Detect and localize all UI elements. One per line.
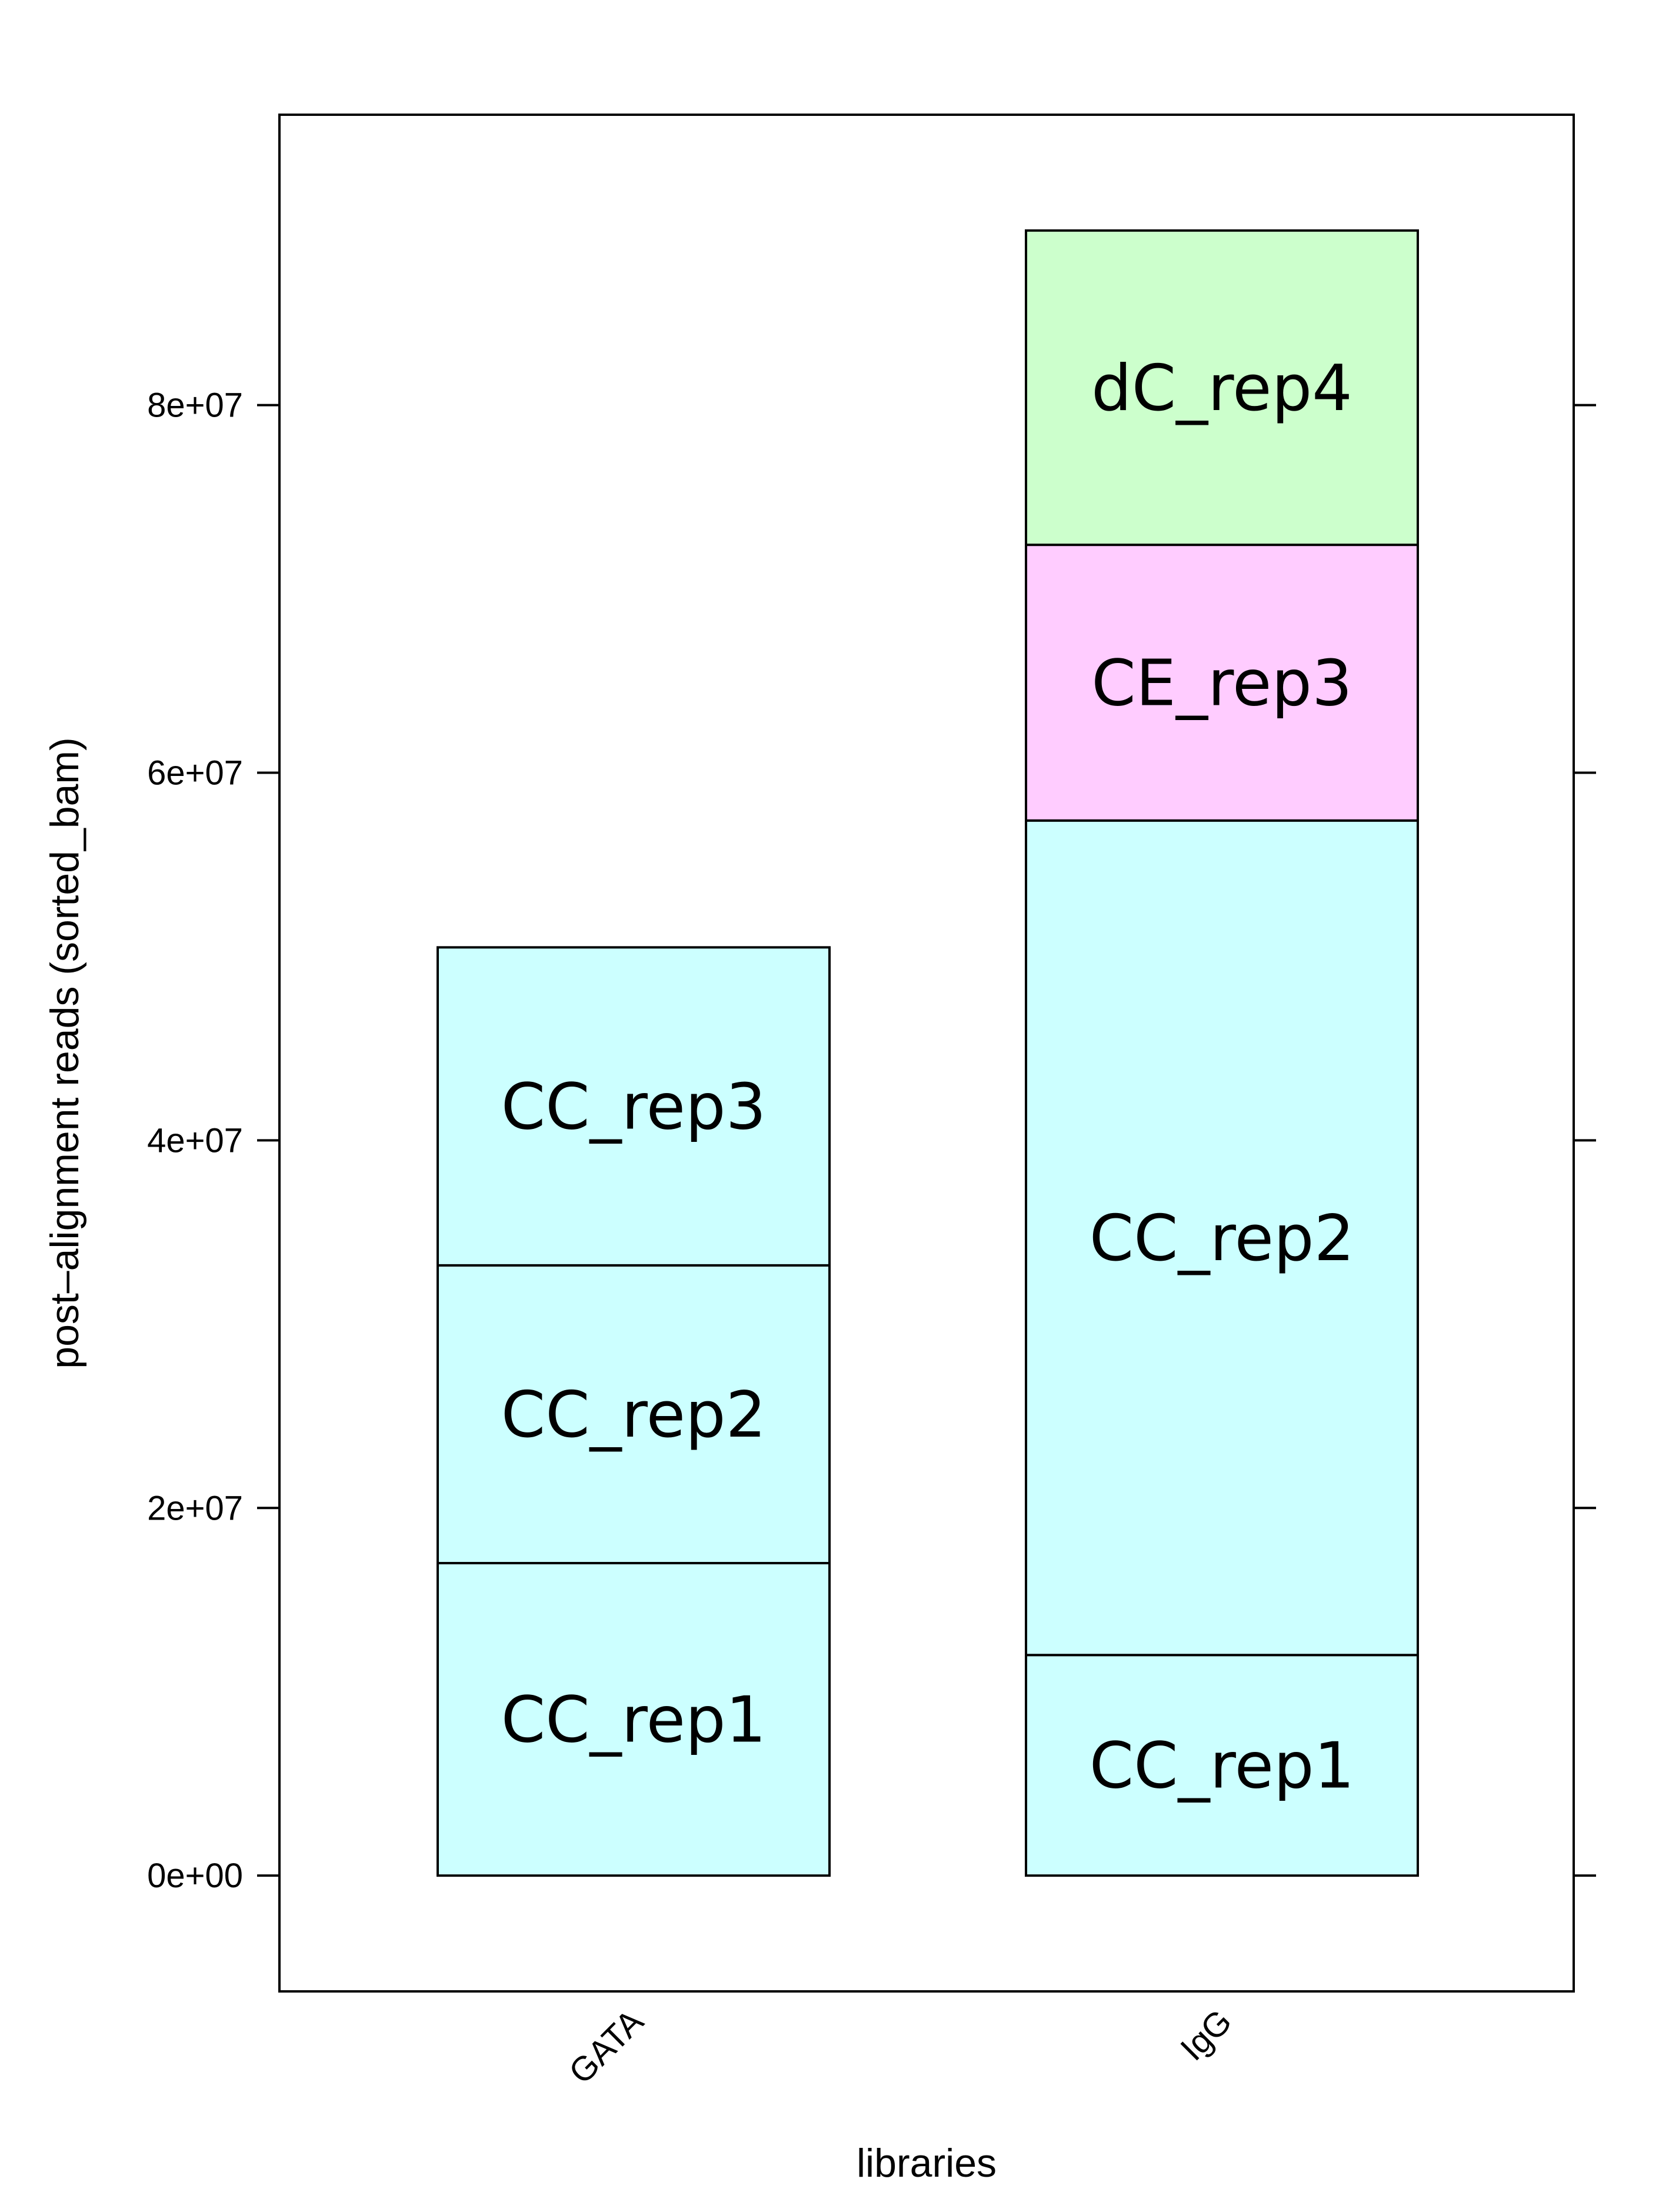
bar-segment-cc-rep2: [437, 1264, 831, 1565]
bar-segment-ce-rep3: [1025, 544, 1419, 822]
y-tick-label: 8e+07: [147, 387, 243, 425]
x-tick-label: IgG: [1173, 2002, 1239, 2068]
x-tick-label: GATA: [562, 2002, 651, 2091]
bar-stack-igg: CC_rep1 CC_rep2 CE_rep3 dC_rep4: [1025, 229, 1419, 1877]
y-axis-label: post–alignment reads (sorted_bam): [42, 737, 87, 1368]
segment-label: CC_rep3: [501, 1071, 767, 1144]
x-axis-label: libraries: [857, 2141, 997, 2186]
segment-label: CC_rep1: [1090, 1730, 1355, 1803]
y-axis-ticks: 0e+00 2e+07 4e+07 6e+07 8e+07: [147, 387, 1596, 1895]
segment-label: CC_rep2: [1090, 1202, 1355, 1275]
y-tick-label: 6e+07: [147, 754, 243, 792]
x-axis-tick-labels: GATA IgG: [562, 2002, 1240, 2091]
segment-label: dC_rep4: [1091, 352, 1352, 425]
segment-label: CC_rep2: [501, 1378, 767, 1452]
bar-segment-cc-rep1: [437, 1562, 831, 1877]
plot-frame: [278, 114, 1575, 1993]
y-tick-label: 4e+07: [147, 1121, 243, 1160]
bar-segment-cc-rep2: [1025, 819, 1419, 1657]
bars: CC_rep1 CC_rep2 CC_rep3 CC_rep1 CC_rep2 CE_re…: [437, 229, 1419, 1877]
y-tick-label: 2e+07: [147, 1489, 243, 1527]
segment-label: CE_rep3: [1091, 647, 1352, 720]
bar-segment-cc-rep3: [437, 946, 831, 1267]
bar-stack-gata: CC_rep1 CC_rep2 CC_rep3: [437, 946, 831, 1877]
bar-segment-cc-rep1: [1025, 1654, 1419, 1877]
segment-label: CC_rep1: [501, 1684, 767, 1757]
y-tick-label: 0e+00: [147, 1857, 243, 1895]
bar-segment-dc-rep4: [1025, 229, 1419, 547]
